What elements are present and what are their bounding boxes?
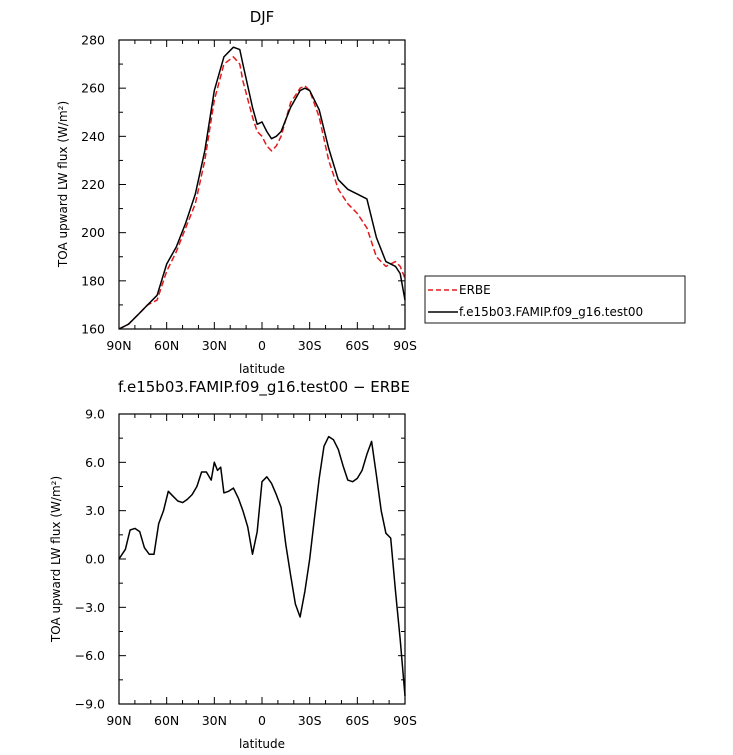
top-y-tick-label: 280 bbox=[81, 33, 105, 48]
bottom-x-axis-label: latitude bbox=[239, 737, 285, 751]
top-x-tick-label: 60N bbox=[154, 338, 179, 353]
top-plot-lines bbox=[118, 46, 406, 330]
bottom-x-tick-label: 30S bbox=[298, 713, 322, 728]
top-panel: DJF 90N 60N 30N 0 30S 60S 90S 160 180 200 220 240 26… bbox=[56, 8, 686, 376]
top-axis-ticks: 90N 60N 30N 0 30S 60S 90S 160 180 200 220 240 260 280 bbox=[81, 33, 417, 354]
top-y-tick-label: 240 bbox=[81, 129, 105, 144]
bottom-plot-frame bbox=[118, 413, 406, 705]
top-x-tick-label: 30S bbox=[298, 338, 322, 353]
bottom-x-tick-label: 60S bbox=[345, 713, 369, 728]
top-x-tick-label: 90N bbox=[106, 338, 131, 353]
bottom-axis-ticks: 90N 60N 30N 0 30S 60S 90S −9.0 −6.0 −3.0 0.0 3.0 6.0… bbox=[75, 407, 417, 729]
top-series-line-0 bbox=[118, 56, 406, 330]
top-legend: ERBE f.e15b03.FAMIP.f09_g16.test00 bbox=[424, 275, 686, 324]
legend-erbe-label: ERBE bbox=[459, 283, 491, 297]
bottom-series-line-0 bbox=[118, 435, 406, 696]
bottom-y-tick-label: −9.0 bbox=[75, 697, 105, 712]
top-x-tick-label: 90S bbox=[393, 338, 417, 353]
bottom-plot-lines bbox=[118, 435, 406, 696]
bottom-x-tick-label: 60N bbox=[154, 713, 179, 728]
top-y-tick-label: 200 bbox=[81, 225, 105, 240]
top-x-tick-label: 30N bbox=[202, 338, 227, 353]
bottom-y-tick-label: 3.0 bbox=[85, 503, 105, 518]
bottom-y-tick-label: −3.0 bbox=[75, 600, 105, 615]
top-y-tick-label: 260 bbox=[81, 81, 105, 96]
top-series-line-1 bbox=[118, 46, 406, 330]
bottom-panel: f.e15b03.FAMIP.f09_g16.test00 − ERBE 90N… bbox=[49, 378, 417, 751]
top-y-tick-label: 180 bbox=[81, 273, 105, 288]
bottom-x-tick-label: 0 bbox=[258, 713, 266, 728]
bottom-y-tick-label: −6.0 bbox=[75, 648, 105, 663]
top-chart-title: DJF bbox=[250, 8, 275, 26]
top-x-tick-label: 0 bbox=[258, 338, 266, 353]
top-x-tick-label: 60S bbox=[345, 338, 369, 353]
bottom-x-tick-label: 90N bbox=[106, 713, 131, 728]
legend-model-label: f.e15b03.FAMIP.f09_g16.test00 bbox=[459, 305, 643, 319]
top-y-axis-label: TOA upward LW flux (W/m²) bbox=[56, 101, 70, 268]
bottom-x-tick-label: 90S bbox=[393, 713, 417, 728]
bottom-y-tick-label: 6.0 bbox=[85, 455, 105, 470]
top-y-tick-label: 220 bbox=[81, 177, 105, 192]
bottom-x-tick-label: 30N bbox=[202, 713, 227, 728]
top-y-tick-label: 160 bbox=[81, 322, 105, 337]
bottom-y-axis-label: TOA upward LW flux (W/m²) bbox=[49, 476, 63, 643]
bottom-y-tick-label: 9.0 bbox=[85, 407, 105, 422]
top-x-axis-label: latitude bbox=[239, 362, 285, 376]
legend-frame bbox=[424, 275, 686, 324]
bottom-chart-title: f.e15b03.FAMIP.f09_g16.test00 − ERBE bbox=[118, 378, 410, 397]
bottom-y-tick-label: 0.0 bbox=[85, 552, 105, 567]
